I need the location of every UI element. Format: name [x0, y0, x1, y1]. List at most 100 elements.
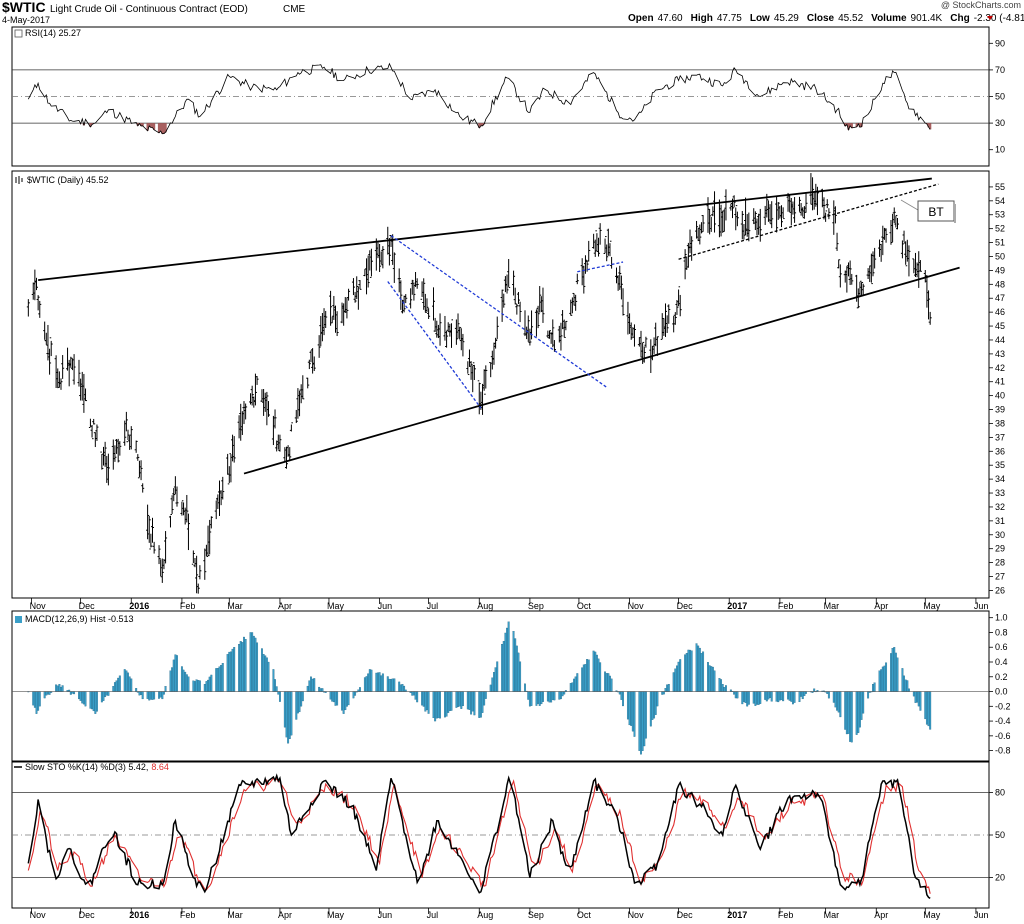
price-tick-label: 46	[995, 307, 1005, 317]
macd-hist-bar	[826, 691, 829, 694]
macd-hist-bar	[334, 691, 337, 706]
macd-hist-bar	[558, 691, 561, 700]
macd-hist-bar	[164, 686, 167, 692]
price-tick-label: 51	[995, 238, 1005, 248]
macd-hist-bar	[752, 691, 755, 704]
price-tick-label: 29	[995, 544, 1005, 554]
macd-hist-bar	[734, 691, 737, 699]
macd-hist-bar	[599, 662, 602, 692]
macd-label: MACD(12,26,9) Hist -0.513	[15, 614, 134, 624]
macd-hist-bar	[837, 691, 840, 713]
macd-hist-bar	[176, 655, 178, 692]
macd-hist-bar	[885, 662, 888, 692]
macd-hist-bar	[141, 691, 144, 700]
chart-date: 4-May-2017	[2, 15, 50, 25]
macd-tick-label: -0.4	[995, 716, 1011, 726]
macd-hist-bar	[757, 691, 760, 705]
macd-hist-bar	[127, 672, 129, 692]
macd-hist-bar	[901, 668, 904, 692]
macd-tick-label: 0.0	[995, 687, 1008, 697]
macd-hist-bar	[893, 647, 896, 692]
stochastic-tick-label: 50	[995, 830, 1005, 840]
macd-hist-bar	[574, 676, 577, 692]
macd-hist-bar	[208, 676, 211, 692]
macd-hist-bar	[801, 691, 804, 700]
macd-hist-bar	[427, 691, 430, 714]
macd-hist-bar	[375, 672, 378, 692]
macd-hist-bar	[370, 669, 373, 692]
macd-hist-bar	[653, 691, 656, 719]
month-label: Mar	[824, 910, 840, 920]
macd-hist-bar	[341, 691, 343, 711]
macd-hist-bar	[494, 667, 497, 692]
month-label: Jun	[378, 910, 393, 920]
macd-tick-label: 0.2	[995, 672, 1008, 682]
macd-hist-bar	[399, 684, 402, 692]
macd-hist-bar	[46, 691, 49, 695]
macd-hist-bar	[37, 691, 40, 711]
macd-hist-bar	[447, 691, 450, 713]
month-label: Apr	[278, 910, 292, 920]
macd-hist-bar	[421, 691, 424, 706]
macd-hist-bar	[216, 668, 219, 692]
macd-hist-bar	[777, 691, 780, 703]
macd-hist-bar	[530, 691, 533, 706]
macd-hist-bar	[904, 679, 907, 692]
macd-hist-bar	[644, 691, 647, 739]
month-label: Dec	[677, 601, 694, 611]
macd-hist-bar	[640, 691, 642, 755]
macd-hist-bar	[587, 659, 590, 692]
price-tick-label: 36	[995, 446, 1005, 456]
macd-hist-bar	[401, 684, 404, 692]
macd-hist-bar	[319, 688, 322, 692]
macd-hist-bar	[484, 691, 487, 699]
macd-hist-bar	[805, 691, 807, 694]
price-tick-label: 41	[995, 377, 1005, 387]
macd-hist-bar	[466, 691, 469, 710]
macd-hist-bar	[571, 682, 574, 692]
macd-hist-bar	[592, 650, 595, 692]
macd-hist-bar	[597, 658, 600, 692]
macd-hist-bar	[359, 687, 361, 692]
price-tick-label: 49	[995, 265, 1005, 275]
price-tick-label: 44	[995, 335, 1005, 345]
trendline	[577, 261, 624, 273]
macd-hist-bar	[161, 691, 164, 700]
month-label: 2016	[129, 601, 149, 611]
macd-hist-bar	[398, 681, 401, 692]
macd-tick-label: 1.0	[995, 613, 1008, 623]
macd-hist-bar	[654, 691, 657, 715]
macd-hist-bar	[553, 691, 556, 701]
month-label: Sep	[528, 910, 544, 920]
macd-hist-bar	[287, 691, 290, 744]
macd-hist-bar	[251, 632, 254, 692]
macd-hist-bar	[633, 691, 636, 737]
macd-hist-bar	[798, 691, 801, 703]
symbol-description: Light Crude Oil - Continuous Contract (E…	[50, 4, 248, 15]
macd-hist-bar	[759, 691, 762, 704]
macd-hist-bar	[481, 691, 484, 713]
macd-hist-bar	[622, 691, 624, 707]
macd-hist-bar	[444, 691, 446, 718]
macd-hist-bar	[115, 680, 118, 692]
macd-hist-bar	[73, 691, 76, 695]
macd-hist-bar	[412, 691, 415, 696]
macd-hist-bar	[354, 691, 357, 696]
month-label: Jul	[427, 910, 439, 920]
macd-hist-bar	[860, 691, 863, 720]
macd-hist-bar	[764, 691, 767, 700]
price-tick-label: 45	[995, 321, 1005, 331]
trendline	[38, 177, 932, 282]
macd-hist-bar	[461, 691, 464, 707]
rsi-oversold-fill	[79, 123, 932, 134]
macd-hist-bar	[79, 691, 82, 701]
macd-hist-bar	[756, 691, 758, 705]
month-label: Mar	[227, 601, 243, 611]
macd-hist-bar	[878, 670, 881, 692]
rsi-tick-label: 30	[995, 118, 1005, 128]
price-tick-label: 26	[995, 585, 1005, 595]
macd-hist-bar	[416, 691, 419, 703]
macd-hist-bar	[435, 691, 438, 719]
macd-hist-bar	[834, 691, 837, 708]
